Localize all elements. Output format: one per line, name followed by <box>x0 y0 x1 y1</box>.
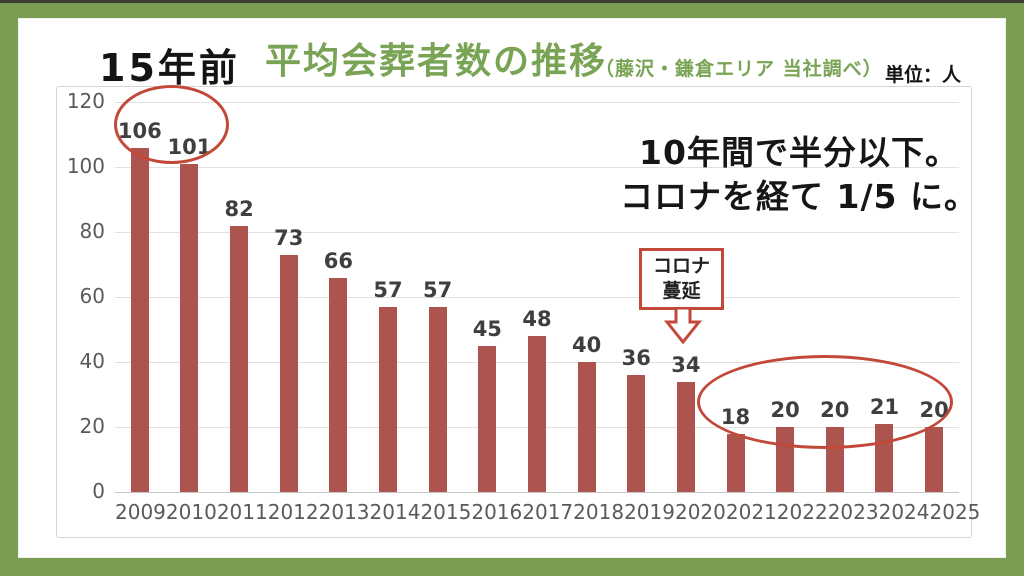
x-tick-label-2025: 2025 <box>929 500 981 524</box>
chart-title: 平均会葬者数の推移 <box>265 41 608 82</box>
y-tick-label-0: 0 <box>92 479 105 503</box>
gridline-80 <box>115 232 959 233</box>
bar-column-2013: 66 <box>314 248 364 492</box>
bar-column-2015: 57 <box>413 278 463 492</box>
x-tick-label-2009: 2009 <box>115 500 166 524</box>
x-tick-label-2015: 2015 <box>420 500 472 524</box>
x-tick-label-2021: 2021 <box>725 500 777 524</box>
gridline-100 <box>115 167 959 168</box>
bar-2015 <box>428 306 447 492</box>
bar-value-label-2018: 40 <box>571 333 602 357</box>
x-axis-line <box>115 492 959 493</box>
x-tick-label-2011: 2011 <box>216 500 268 524</box>
y-tick-label-60: 60 <box>79 284 105 308</box>
bar-value-label-2020: 34 <box>671 352 701 377</box>
bar-2014 <box>379 306 398 492</box>
x-tick-label-2012: 2012 <box>267 500 319 524</box>
bar-value-label-2011: 82 <box>224 196 254 221</box>
bar-column-2018: 40 <box>562 333 612 492</box>
chart-subtitle: （藤沢・鎌倉エリア 当社調べ） <box>595 58 883 80</box>
x-tick-label-2010: 2010 <box>165 500 217 524</box>
x-tick-label-2014: 2014 <box>369 500 421 524</box>
y-tick-label-20: 20 <box>79 414 105 438</box>
x-tick-label-2023: 2023 <box>827 500 879 524</box>
bar-2019 <box>627 375 646 492</box>
bar-value-label-2012: 73 <box>274 225 304 250</box>
slide-content: 15年前 平均会葬者数の推移 （藤沢・鎌倉エリア 当社調べ） 単位：人 0 20 4… <box>18 18 1006 558</box>
x-tick-label-2019: 2019 <box>624 500 675 524</box>
bar-column-2016: 45 <box>462 317 512 492</box>
bar-2025 <box>925 427 944 492</box>
gridline-120 <box>115 102 959 103</box>
bar-2018 <box>577 362 596 492</box>
x-axis-labels: 2009 2010 2011 2012 2013 2014 2015 2016 2017 2018… <box>115 500 980 524</box>
x-tick-label-2024: 2024 <box>878 500 930 524</box>
bar-2009 <box>130 147 149 492</box>
bar-2016 <box>478 345 497 492</box>
top-edge-strip <box>0 0 1024 3</box>
x-tick-label-2018: 2018 <box>573 500 625 524</box>
y-tick-label-40: 40 <box>79 349 105 373</box>
headline-line2: コロナを経て 1/5 に。 <box>620 176 978 216</box>
highlight-circle-past <box>114 85 229 164</box>
x-tick-label-2016: 2016 <box>471 500 523 524</box>
bar-2017 <box>527 336 546 492</box>
bar-value-label-2017: 48 <box>522 307 552 331</box>
corona-callout-line2: 蔓延 <box>662 280 701 302</box>
bar-column-2012: 73 <box>264 226 314 492</box>
bar-column-2019: 36 <box>611 346 661 492</box>
bar-column-2009: 106 <box>115 119 165 492</box>
bar-column-2014: 57 <box>363 278 413 492</box>
corona-callout-box: コロナ 蔓延 <box>639 248 724 310</box>
headline-annotation: 10年間で半分以下。 コロナを経て 1/5 に。 <box>591 131 1007 218</box>
plot-area: 0 20 40 60 80 100 120 106 101 82 73 66 57 57 45 48 40 36 3… <box>56 86 980 538</box>
fifteen-years-ago-label: 15年前 <box>99 46 240 90</box>
bar-column-2011: 82 <box>214 196 264 492</box>
bar-value-label-2013: 66 <box>323 248 353 273</box>
bar-value-label-2015: 57 <box>423 277 453 302</box>
corona-callout-line1: コロナ <box>652 255 710 278</box>
bar-column-2017: 48 <box>512 307 562 492</box>
bar-value-label-2016: 45 <box>472 316 502 341</box>
y-tick-label-120: 120 <box>66 89 105 113</box>
gridline-60 <box>115 297 959 298</box>
bar-2020 <box>676 381 695 492</box>
bar-column-2010: 101 <box>165 135 215 492</box>
x-tick-label-2017: 2017 <box>522 500 574 524</box>
bar-column-2020: 34 <box>661 352 711 492</box>
bar-2013 <box>329 277 348 492</box>
bar-value-label-2014: 57 <box>373 277 403 302</box>
highlight-circle-recent <box>697 355 953 449</box>
y-tick-label-80: 80 <box>79 219 105 243</box>
x-tick-label-2022: 2022 <box>776 500 828 524</box>
y-tick-label-100: 100 <box>66 154 105 178</box>
x-tick-label-2020: 2020 <box>674 500 726 524</box>
bar-2021 <box>726 433 745 492</box>
unit-label: 単位：人 <box>885 64 962 86</box>
bar-2010 <box>180 163 199 492</box>
bar-2011 <box>230 225 249 492</box>
headline-line1: 10年間で半分以下。 <box>639 133 959 172</box>
x-tick-label-2013: 2013 <box>318 500 370 524</box>
down-arrow-icon <box>664 307 702 345</box>
bar-2012 <box>279 254 298 492</box>
bar-value-label-2019: 36 <box>621 346 651 370</box>
